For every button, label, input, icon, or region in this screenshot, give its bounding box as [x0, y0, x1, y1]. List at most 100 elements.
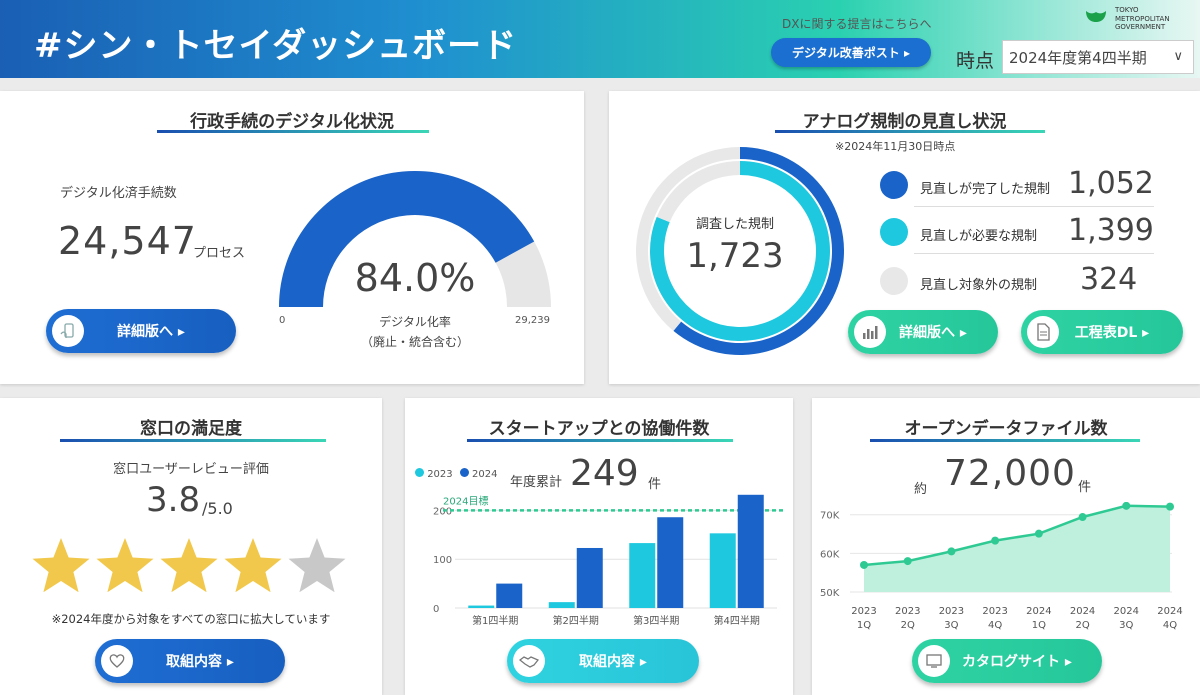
period-label: 時点 — [956, 50, 995, 72]
legend-2023-label: 2023 — [427, 469, 453, 480]
bar-chart-icon — [854, 316, 886, 348]
y-tick-label: 50K — [820, 588, 840, 599]
gauge-min: 0 — [279, 315, 286, 326]
satisfaction-card: 窓口の満足度 窓口ユーザーレビュー評価 3.8 /5.0 ※2024年度から対象… — [0, 398, 382, 695]
bar-2024-2 — [576, 547, 603, 608]
star-shape — [96, 538, 154, 593]
data-point — [903, 557, 912, 566]
title-underline — [775, 130, 1045, 133]
digitization-rate: 84.0% — [354, 256, 476, 300]
opendata-prefix: 約 — [914, 482, 928, 497]
ginkgo-leaf-icon — [1086, 11, 1106, 33]
x-tick-quarter: 3Q — [944, 620, 958, 631]
procedures-detail-label: 詳細版へ ▸ — [117, 324, 185, 340]
gauge-max: 29,239 — [515, 315, 550, 326]
completed-label: 見直しが完了した規制 — [920, 182, 1051, 197]
x-tick-year: 2024 — [1070, 606, 1095, 617]
startup-card: スタートアップとの協働件数 2023 2024 年度累計 249 件 0 100 2… — [405, 398, 793, 695]
title-underline — [870, 439, 1140, 442]
satisfaction-initiatives-button[interactable]: 取組内容 ▸ — [95, 639, 285, 683]
x-tick-year: 2024 — [1157, 606, 1182, 617]
satisfaction-title: 窓口の満足度 — [140, 419, 242, 439]
heart-icon — [101, 645, 133, 677]
target-label: 2024目標 — [443, 494, 488, 507]
digitized-label: デジタル化済手続数 — [60, 186, 177, 201]
donut-outer-remainder — [636, 147, 740, 331]
legend-2024-dot — [459, 468, 469, 477]
data-point — [1122, 502, 1131, 510]
digitized-count: 24,547 — [58, 219, 197, 263]
header-bar: #シン・トセイダッシュボード DXに関する提言はこちらへ デジタル改善ポスト ▸… — [0, 0, 1200, 78]
digital-improvement-post-button[interactable]: デジタル改善ポスト ▸ — [771, 38, 931, 67]
legend-2024-label: 2024 — [472, 469, 498, 480]
procedures-card: 行政手続のデジタル化状況 デジタル化済手続数 24,547 プロセス 84.0%… — [0, 91, 584, 384]
star-icon — [288, 538, 346, 593]
x-tick-quarter: 2Q — [901, 620, 915, 631]
analog-donut-chart — [636, 147, 844, 355]
donut-inner-remainder — [656, 161, 740, 223]
donut-center-value: 1,723 — [686, 236, 784, 276]
excluded-label: 見直し対象外の規制 — [920, 278, 1038, 293]
analog-detail-button[interactable]: 詳細版へ ▸ — [848, 310, 998, 354]
bar-2023-2 — [548, 602, 575, 608]
analog-title: アナログ規制の見直し状況 — [802, 112, 1007, 132]
x-tick-label: 第4四半期 — [714, 614, 760, 627]
chevron-down-icon: ∨ — [1173, 49, 1183, 64]
dx-note: DXに関する提言はこちらへ — [782, 17, 932, 31]
handshake-icon — [513, 645, 545, 677]
legend-2023-dot — [415, 468, 424, 477]
x-tick-label: 第3四半期 — [633, 614, 679, 627]
title-underline — [157, 130, 429, 133]
startup-initiatives-button[interactable]: 取組内容 ▸ — [507, 639, 699, 683]
x-tick-year: 2023 — [982, 606, 1007, 617]
opendata-card: オープンデータファイル数 約 72,000 件 50K 60K 70K 2023 1Q 2… — [812, 398, 1200, 695]
x-tick-year: 2024 — [1114, 606, 1139, 617]
review-score: 3.8 — [146, 480, 201, 520]
period-select[interactable]: 2024年度第4四半期 ∨ — [1002, 40, 1194, 74]
bar-2024-3 — [657, 517, 684, 608]
schedule-download-label: 工程表DL ▸ — [1074, 325, 1150, 341]
x-tick-quarter: 1Q — [1032, 620, 1046, 631]
analog-note: ※2024年11月30日時点 — [835, 140, 956, 153]
procedures-title: 行政手続のデジタル化状況 — [190, 112, 394, 132]
startup-total-value: 249 — [570, 453, 639, 494]
x-tick-quarter: 2Q — [1075, 620, 1089, 631]
donut-center-label: 調査した規制 — [695, 217, 774, 232]
area-line — [863, 504, 1171, 567]
monitor-icon — [918, 645, 950, 677]
x-tick-year: 2023 — [939, 606, 964, 617]
review-max: /5.0 — [202, 499, 233, 518]
star-shape — [160, 538, 218, 593]
x-tick-quarter: 1Q — [857, 620, 871, 631]
donut-completed-segment — [673, 147, 844, 355]
data-point — [860, 560, 868, 569]
data-point — [991, 536, 1000, 545]
schedule-download-button[interactable]: 工程表DL ▸ — [1021, 310, 1183, 354]
catalog-site-button[interactable]: カタログサイト ▸ — [912, 639, 1102, 683]
startup-total-label: 年度累計 — [510, 475, 563, 490]
y-tick-label: 100 — [433, 555, 452, 566]
divider — [914, 206, 1154, 207]
required-value: 1,399 — [1068, 213, 1154, 248]
bar-2024-4 — [737, 494, 764, 608]
star-shape — [288, 538, 346, 593]
star-icon — [160, 538, 218, 593]
opendata-unit: 件 — [1078, 480, 1092, 495]
logo-text: TOKYO METROPOLITAN GOVERNMENT — [1115, 6, 1170, 31]
hand-phone-icon — [52, 315, 84, 347]
x-tick-label: 第2四半期 — [553, 614, 599, 627]
x-tick-year: 2023 — [851, 606, 876, 617]
satisfaction-initiatives-label: 取組内容 ▸ — [166, 654, 234, 670]
opendata-area-chart: 50K 60K 70K 2023 1Q 2023 2Q 2023 3Q 2023 4Q 2024 1Q 2… — [820, 502, 1183, 631]
procedures-detail-button[interactable]: 詳細版へ ▸ — [46, 309, 236, 353]
review-label: 窓口ユーザーレビュー評価 — [113, 462, 269, 477]
startup-unit: 件 — [648, 477, 662, 492]
y-tick-label: 70K — [820, 511, 840, 522]
startup-legend: 2023 2024 — [415, 468, 497, 480]
app-title: #シン・トセイダッシュボード — [34, 26, 518, 66]
bar-2024-1 — [496, 583, 523, 608]
excluded-value: 324 — [1080, 262, 1138, 297]
y-tick-label: 0 — [433, 604, 439, 615]
data-point — [947, 547, 956, 556]
